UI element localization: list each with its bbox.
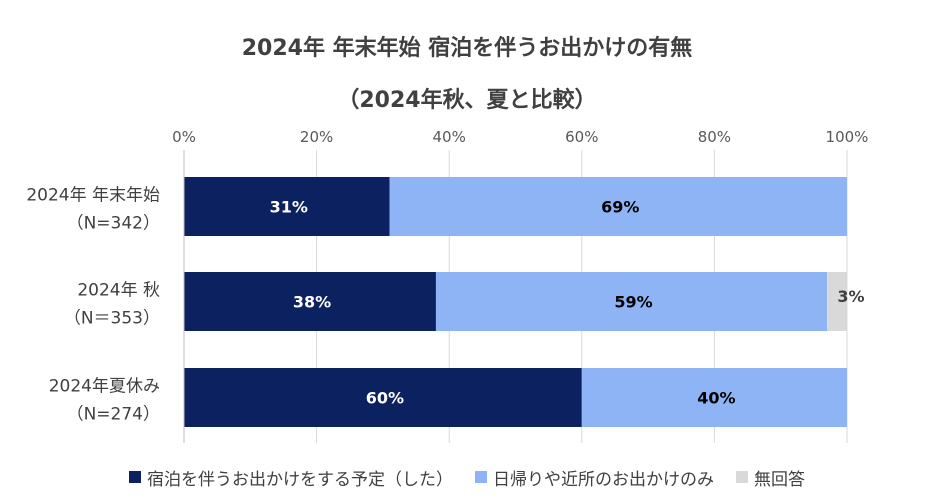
bar-segment [827, 272, 847, 331]
data-label: 3% [837, 287, 864, 306]
legend-swatch [129, 471, 141, 483]
legend-label: 宿泊を伴うお出かけをする予定（した） [147, 469, 453, 490]
bar-segment [435, 272, 828, 331]
legend: 宿泊を伴うお出かけをする予定（した） 日帰りや近所のお出かけのみ 無回答 [0, 462, 934, 492]
data-label: 60% [366, 389, 404, 408]
category-label: 2024年 年末年始 [26, 186, 160, 206]
x-tick-label: 20% [300, 128, 333, 146]
bar-segment [184, 272, 436, 331]
chart-subtitle: （2024年秋、夏と比較） [337, 88, 597, 113]
category-sample-size: （N＝353） [64, 309, 160, 329]
data-label: 69% [601, 198, 639, 217]
legend-swatch [736, 471, 748, 483]
category-label: 2024年夏休み [49, 377, 160, 397]
category-sample-size: （N=274） [67, 405, 160, 425]
data-label: 38% [293, 293, 331, 312]
legend-item-daytrip: 日帰りや近所のお出かけのみ [475, 465, 714, 490]
x-tick-label: 100% [826, 128, 869, 146]
x-tick-label: 80% [698, 128, 731, 146]
data-label: 59% [614, 293, 652, 312]
category-label: 2024年 秋 [77, 281, 160, 301]
legend-item-overnight: 宿泊を伴うお出かけをする予定（した） [129, 465, 453, 490]
chart-title: 2024年 年末年始 宿泊を伴うお出かけの有無 [241, 36, 693, 61]
x-tick-label: 40% [433, 128, 466, 146]
bar-segment [184, 368, 582, 427]
legend-label: 日帰りや近所のお出かけのみ [493, 469, 714, 490]
data-label: 31% [270, 198, 308, 217]
legend-item-no-answer: 無回答 [736, 465, 805, 490]
bar-chart: 0% 20% 40% 60% 80% 100% 2024年 年末年始 （N=342） 2024年… [26, 128, 869, 443]
legend-swatch [475, 471, 487, 483]
bar-segment [184, 177, 390, 236]
bar-segment [581, 368, 847, 427]
x-tick-label: 60% [565, 128, 598, 146]
legend-label: 無回答 [754, 469, 805, 490]
x-tick-label: 0% [172, 128, 196, 146]
data-label: 40% [697, 389, 735, 408]
bar-segment [389, 177, 847, 236]
category-sample-size: （N=342） [67, 214, 160, 234]
